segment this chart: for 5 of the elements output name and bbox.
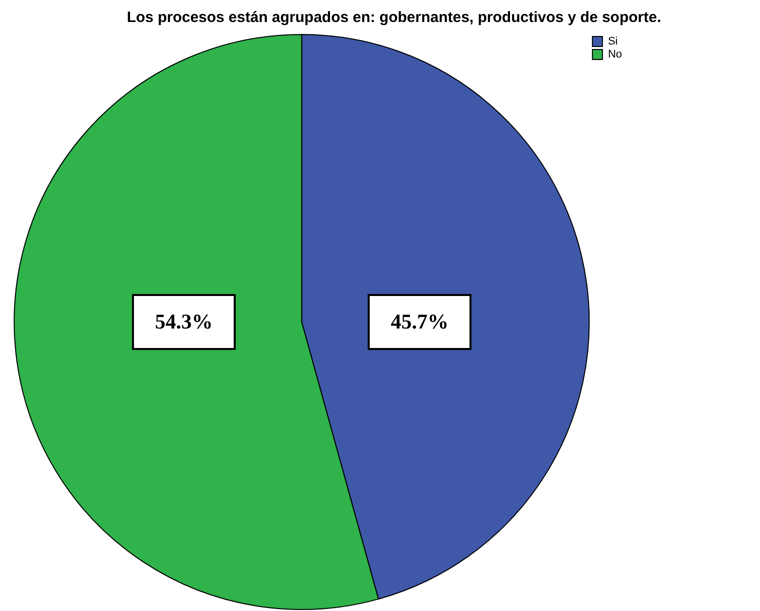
chart-title: Los procesos están agrupados en: gobernantes, productivos y de soporte.: [126, 9, 662, 26]
legend-label: Si: [608, 36, 618, 48]
data-label: 54.3%: [154, 309, 213, 334]
legend-label: No: [608, 48, 622, 61]
data-label: 45.7%: [390, 309, 448, 334]
